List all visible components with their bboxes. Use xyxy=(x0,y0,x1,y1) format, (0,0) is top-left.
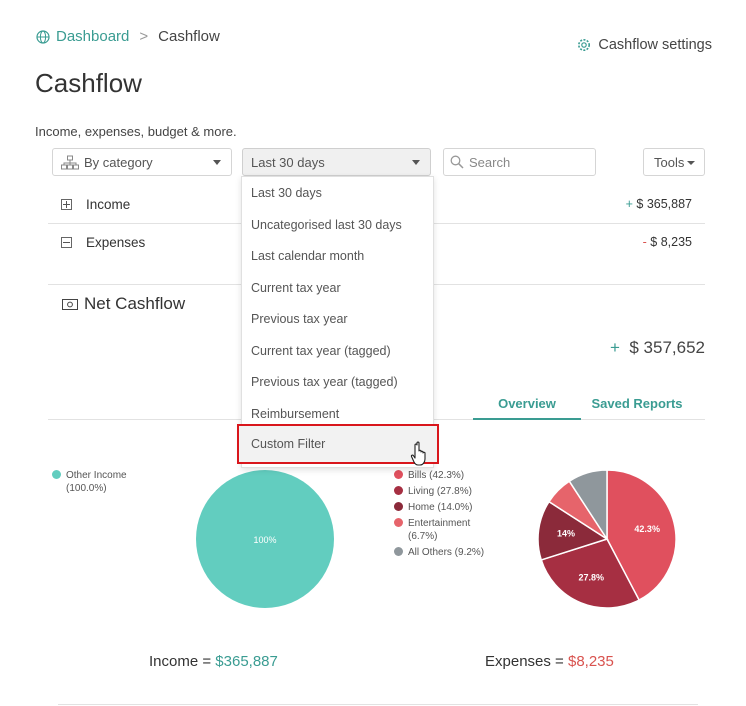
collapse-expenses-icon[interactable] xyxy=(61,237,72,248)
legend-entry: Entertainment (6.7%) xyxy=(408,518,471,542)
active-tab-indicator xyxy=(473,418,581,420)
period-option-previous-tax-year[interactable]: Previous tax year xyxy=(251,312,348,326)
net-cashflow-heading: Net Cashflow xyxy=(62,294,185,314)
period-dropdown-menu: Last 30 days Uncategorised last 30 days … xyxy=(241,176,434,468)
legend-entry: Living (27.8%) xyxy=(408,486,472,497)
income-row-label: Income xyxy=(86,197,131,212)
globe-icon xyxy=(36,29,50,44)
legend-swatch xyxy=(394,470,403,479)
pie-data-label: 42.3% xyxy=(634,524,660,534)
net-cashflow-value: + $ 357,652 xyxy=(610,338,705,358)
expenses-total: Expenses = $8,235 xyxy=(485,653,614,670)
hand-pointer-cursor-icon xyxy=(410,441,426,466)
period-value: Last 30 days xyxy=(251,154,325,170)
search-icon xyxy=(450,155,464,169)
income-legend: Other Income (100.0%) xyxy=(52,469,142,495)
expenses-row-value: - $ 8,235 xyxy=(643,235,692,249)
expenses-legend: Bills (42.3%) Living (27.8%) Home (14.0%… xyxy=(394,469,494,562)
expenses-amount: $ 8,235 xyxy=(650,235,692,249)
cashflow-settings-link[interactable]: Cashflow settings xyxy=(577,37,712,53)
net-sign: + xyxy=(609,338,620,357)
expenses-total-label: Expenses = xyxy=(485,653,564,670)
pie-data-label: 27.8% xyxy=(579,572,605,582)
legend-swatch xyxy=(394,486,403,495)
expenses-total-value: $8,235 xyxy=(567,653,614,670)
legend-item: All Others (9.2%) xyxy=(394,546,504,562)
legend-item: Bills (42.3%) xyxy=(394,469,494,485)
legend-entry: Other Income (100.0%) xyxy=(66,470,127,494)
breadcrumb: Dashboard > Cashflow xyxy=(36,28,220,45)
legend-entry: Bills (42.3%) xyxy=(408,470,465,481)
income-row-value: + $ 365,887 xyxy=(626,197,692,211)
search-placeholder: Search xyxy=(469,154,511,170)
legend-item: Living (27.8%) xyxy=(394,485,494,501)
cash-icon xyxy=(62,298,78,310)
group-by-select[interactable]: By category xyxy=(52,148,232,176)
income-pie-chart: 100% xyxy=(196,470,334,608)
pie-slice-all-others xyxy=(568,469,608,542)
tools-label: Tools xyxy=(654,154,685,170)
pie-slice-other-income xyxy=(196,470,334,608)
period-option-last-calendar-month[interactable]: Last calendar month xyxy=(251,249,365,263)
chevron-down-icon xyxy=(412,160,420,165)
pie-slice-home xyxy=(537,500,609,561)
breadcrumb-dashboard-link[interactable]: Dashboard xyxy=(56,28,130,45)
expenses-pie-chart: 42.3% 27.8% 14% xyxy=(537,469,677,609)
period-option-custom-filter[interactable]: Custom Filter xyxy=(251,437,326,451)
page-subtitle: Income, expenses, budget & more. xyxy=(35,124,237,139)
breadcrumb-separator: > xyxy=(139,28,149,45)
period-option-previous-tax-year-tagged[interactable]: Previous tax year (tagged) xyxy=(251,375,398,389)
net-amount: $ 357,652 xyxy=(629,338,705,357)
pie-slice-living xyxy=(540,538,641,609)
cashflow-settings-label: Cashflow settings xyxy=(598,37,712,53)
period-option-current-tax-year[interactable]: Current tax year xyxy=(251,281,341,295)
custom-filter-highlight[interactable]: Custom Filter xyxy=(237,424,439,464)
legend-entry: All Others (9.2%) xyxy=(408,547,485,558)
breadcrumb-current: Cashflow xyxy=(158,28,220,45)
income-total-label: Income = xyxy=(149,653,212,670)
legend-swatch xyxy=(394,547,403,556)
period-select[interactable]: Last 30 days xyxy=(242,148,431,176)
legend-entry: Home (14.0%) xyxy=(408,502,473,513)
pie-slice-bills xyxy=(606,469,677,602)
period-option-reimbursement[interactable]: Reimbursement xyxy=(251,407,340,421)
legend-swatch xyxy=(394,518,403,527)
page-title: Cashflow xyxy=(35,68,142,98)
chevron-down-icon xyxy=(213,160,221,165)
expenses-sign: - xyxy=(642,235,647,249)
income-total-value: $365,887 xyxy=(215,653,278,670)
gear-icon xyxy=(578,39,591,51)
expenses-row-label: Expenses xyxy=(86,235,146,250)
income-amount: $ 365,887 xyxy=(636,197,692,211)
tab-saved-reports[interactable]: Saved Reports xyxy=(591,396,683,411)
legend-item: Entertainment (6.7%) xyxy=(394,517,494,546)
income-total: Income = $365,887 xyxy=(149,653,278,670)
net-cashflow-label: Net Cashflow xyxy=(84,294,186,313)
income-sign: + xyxy=(625,197,633,211)
expand-income-icon[interactable] xyxy=(61,199,72,210)
period-option-current-tax-year-tagged[interactable]: Current tax year (tagged) xyxy=(251,344,391,358)
tab-overview[interactable]: Overview xyxy=(498,396,556,411)
period-option-uncategorised[interactable]: Uncategorised last 30 days xyxy=(251,218,402,232)
bottom-divider xyxy=(58,704,698,705)
legend-item: Home (14.0%) xyxy=(394,501,494,517)
pie-data-label: 14% xyxy=(557,529,575,539)
chevron-down-icon xyxy=(687,161,695,165)
pie-data-label: 100% xyxy=(253,535,276,545)
group-by-value: By category xyxy=(84,154,153,170)
legend-swatch xyxy=(394,502,403,511)
hierarchy-icon xyxy=(61,155,79,169)
period-option-last-30-days[interactable]: Last 30 days xyxy=(251,186,322,200)
tools-button[interactable]: Tools xyxy=(643,148,705,176)
search-input[interactable]: Search xyxy=(443,148,596,176)
legend-swatch xyxy=(52,470,61,479)
